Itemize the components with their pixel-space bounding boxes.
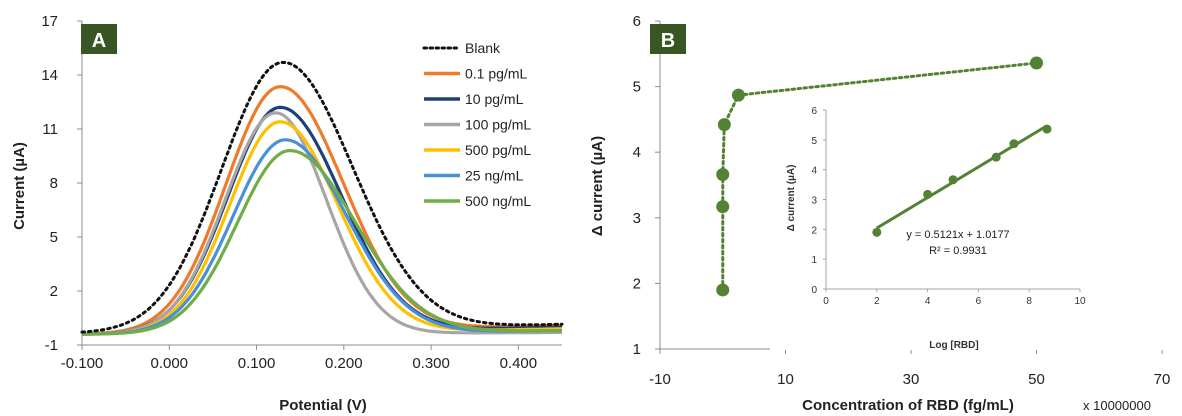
panel-a-x-tick-label: 0.300	[412, 355, 450, 372]
inset-y-tick-label: 5	[811, 136, 817, 147]
panel-b-x-tick-label: 50	[1028, 371, 1045, 388]
inset-data-point	[1042, 124, 1052, 134]
inset-x-tick-label: 0	[823, 296, 829, 307]
panel-a-legend-label: 25 ng/mL	[465, 168, 524, 184]
inset-y-tick-label: 3	[811, 196, 817, 207]
panel-b-trend-line	[721, 61, 1038, 292]
panel-b-y-tick-label: 5	[633, 79, 641, 96]
panel-b-data-point	[716, 168, 730, 182]
inset-series	[872, 124, 1052, 237]
panel-b-badge	[650, 24, 686, 54]
inset-data-point	[991, 152, 1001, 162]
panel-b-data-point	[716, 283, 730, 297]
panel-a-legend: Blank 0.1 pg/mL 10 pg/mL 100 pg/mL 500 pg/mL…	[422, 40, 531, 209]
panel-a-series-line	[80, 60, 564, 334]
panel-a-x-axis-label: Potential (V)	[279, 397, 367, 414]
inset-y-tick-label: 1	[811, 255, 817, 266]
panel-a-legend-label: 500 pg/mL	[465, 142, 531, 158]
panel-a-series	[80, 60, 564, 336]
panel-a-legend-label: 100 pg/mL	[465, 117, 531, 133]
inset-y-tick-label: 4	[811, 166, 817, 177]
panel-a-ticks: -0.100 0.000 0.100 0.200 0.300 0.400 -1 2 5 8 11 14…	[41, 13, 537, 372]
panel-b-x-axis-label: Concentration of RBD (fg/mL)	[802, 397, 1014, 414]
panel-a-y-tick-label: 11	[42, 121, 58, 138]
panel-a-badge-text: A	[92, 30, 106, 52]
panel-a-y-tick-label: 5	[50, 229, 58, 246]
panel-a-series-line	[81, 111, 562, 336]
panel-b-y-tick-label: 1	[633, 341, 641, 358]
panel-b-series	[716, 56, 1043, 297]
panel-a-badge	[81, 24, 117, 54]
inset-x-tick-label: 10	[1074, 296, 1086, 307]
panel-a-y-tick-label: 8	[50, 175, 58, 192]
panel-b-y-tick-label: 3	[633, 210, 641, 227]
panel-b-data-point	[731, 88, 745, 102]
panel-a-legend-label: 500 ng/mL	[465, 193, 531, 209]
inset-x-tick-label: 4	[925, 296, 931, 307]
panel-b-data-point	[1030, 56, 1043, 70]
inset-fit-equation: y = 0.5121x + 1.0177	[906, 229, 1009, 241]
panel-a: -0.100 0.000 0.100 0.200 0.300 0.400 -1 2 5 8 11 14…	[11, 13, 564, 414]
inset-x-tick-label: 6	[976, 296, 982, 307]
panel-a-y-tick-label: 14	[41, 67, 58, 84]
panel-a-y-tick-label: 2	[50, 283, 58, 300]
panel-a-legend-label: Blank	[465, 40, 501, 56]
panel-a-x-tick-label: 0.100	[238, 355, 276, 372]
inset-background	[770, 98, 1170, 350]
panel-b-y-tick-label: 2	[633, 275, 641, 292]
panel-b-x-multiplier: x 10000000	[1083, 398, 1151, 413]
panel-a-y-tick-label: -1	[45, 337, 58, 354]
panel-b-y-axis-label: Δ current (µA)	[589, 136, 606, 236]
panel-a-x-tick-label: 0.400	[500, 355, 538, 372]
panel-a-y-axis-label: Current (µA)	[11, 142, 28, 230]
panel-a-y-tick-label: 17	[41, 13, 58, 30]
panel-a-x-tick-label: 0.000	[150, 355, 188, 372]
panel-a-series-line	[81, 85, 563, 336]
inset-data-point	[948, 175, 958, 185]
inset-ticks: 0 2 4 6 8 10 0 1 2 3 4 5 6	[811, 106, 1086, 307]
panel-b-x-tick-label: 30	[903, 371, 920, 388]
panel-b-x-tick-label: -10	[649, 371, 671, 388]
inset-x-axis-label: Log [RBD]	[929, 340, 978, 351]
inset-y-axis-label: Δ current (µA)	[786, 165, 797, 232]
inset-data-point	[923, 189, 933, 199]
inset-data-point	[872, 227, 882, 237]
inset-x-tick-label: 8	[1026, 296, 1032, 307]
panel-b-y-tick-label: 6	[633, 13, 641, 30]
panel-b-x-tick-label: 10	[777, 371, 794, 388]
panel-b-data-point	[716, 200, 730, 214]
inset-y-tick-label: 0	[811, 285, 817, 296]
inset-x-tick-label: 2	[874, 296, 880, 307]
panel-a-legend-label: 0.1 pg/mL	[465, 66, 527, 82]
panel-a-x-tick-label: 0.200	[325, 355, 363, 372]
inset-y-tick-label: 6	[811, 106, 817, 117]
inset-y-tick-label: 2	[811, 225, 817, 236]
panel-a-x-tick-label: -0.100	[61, 355, 104, 372]
panel-a-legend-label: 10 pg/mL	[465, 91, 524, 107]
panel-b-x-tick-label: 70	[1154, 371, 1171, 388]
panel-b-y-tick-label: 4	[633, 144, 641, 161]
panel-a-series-line	[82, 149, 562, 336]
inset-data-point	[1009, 139, 1019, 149]
inset-r-squared: R² = 0.9931	[929, 245, 987, 257]
panel-b-badge-text: B	[661, 30, 675, 52]
panel-b-data-point	[717, 118, 731, 132]
inset-fit-line	[876, 124, 1048, 230]
